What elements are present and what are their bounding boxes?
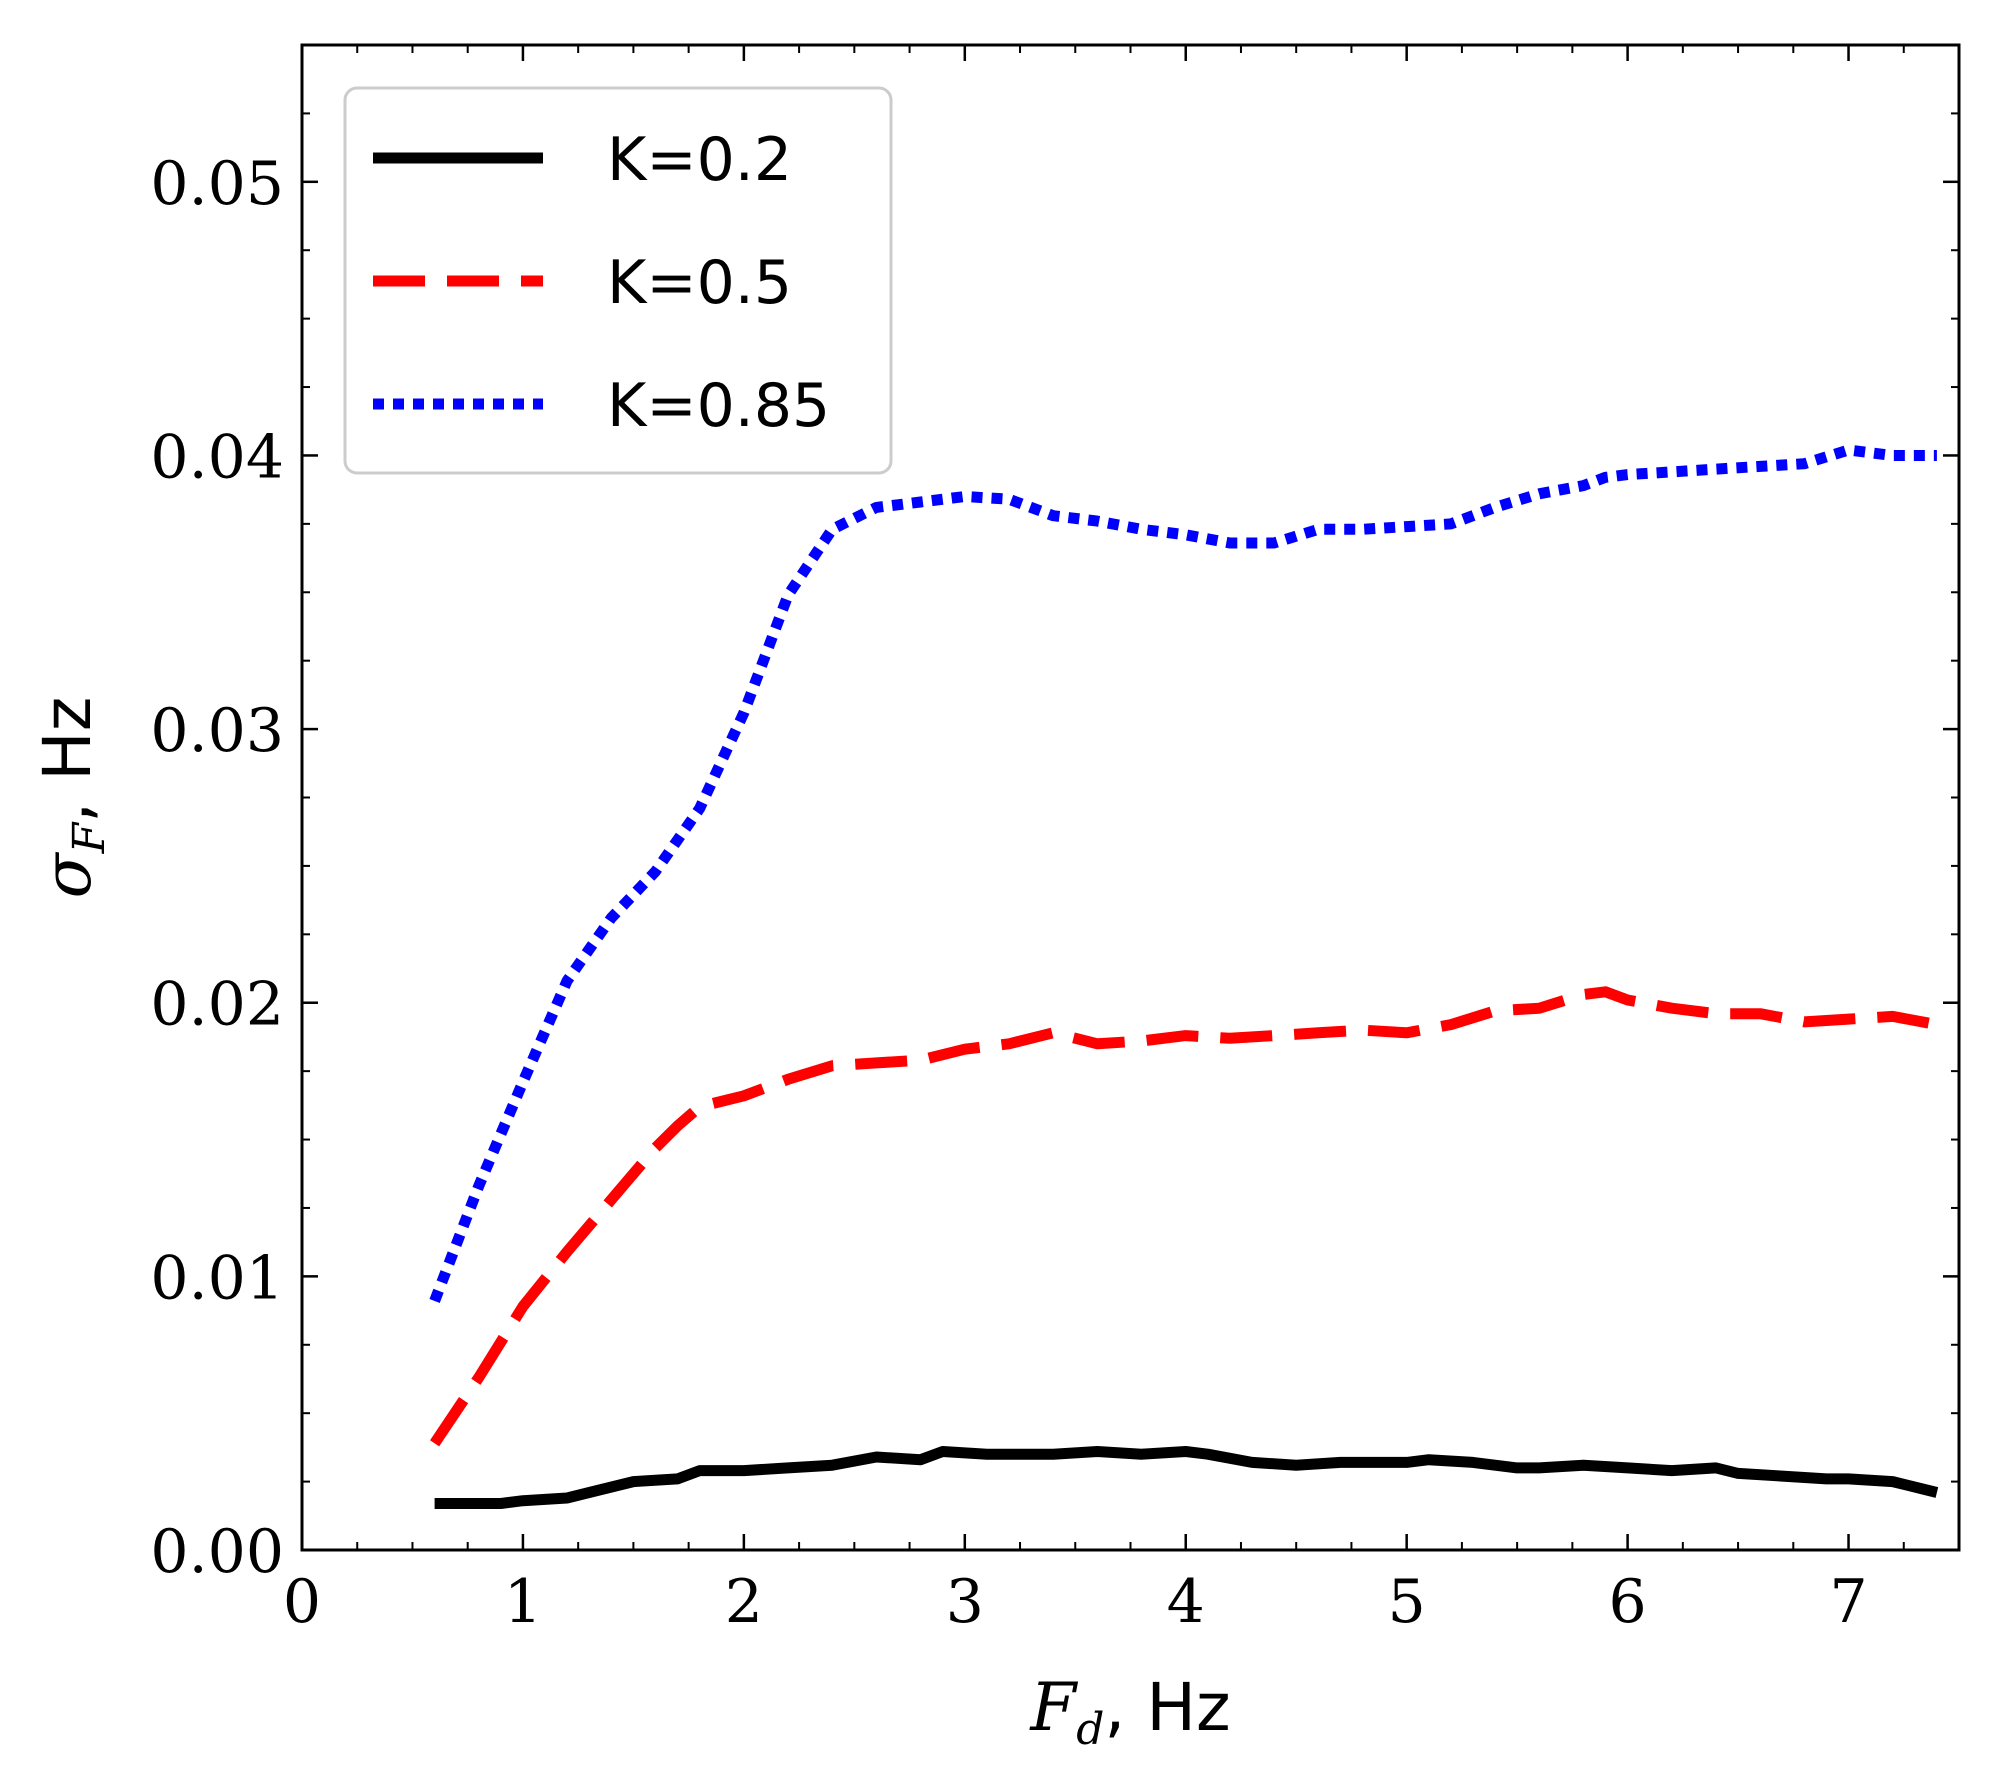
x-tick-label: 3 [946, 1567, 984, 1637]
y-axis-label-subscript: F [64, 821, 115, 854]
legend: K=0.2 K=0.5 K=0.85 [343, 86, 893, 475]
y-axis-label: σF, Hz [29, 697, 115, 899]
y-tick-label: 0.01 [150, 1243, 284, 1313]
x-axis-label-symbol: F [1029, 1669, 1078, 1746]
series-line-k-0-85 [429, 444, 1937, 1303]
x-tick-label: 1 [504, 1567, 542, 1637]
axis-labels: Fd, Hz σF, Hz [29, 697, 1231, 1755]
y-axis-label-symbol: σ [29, 851, 106, 898]
x-tick-label: 5 [1388, 1567, 1426, 1637]
x-tick-label: 2 [725, 1567, 763, 1637]
y-tick-label: 0.03 [150, 696, 284, 766]
series-layer [429, 444, 1939, 1509]
x-tick-label: 0 [283, 1567, 321, 1637]
y-axis-label-unit: , Hz [29, 697, 106, 823]
x-axis-label-unit: , Hz [1104, 1669, 1230, 1746]
x-axis-label: Fd, Hz [1029, 1669, 1230, 1755]
x-tick-label: 7 [1829, 1567, 1867, 1637]
legend-box [343, 86, 893, 475]
y-tick-label: 0.05 [150, 149, 284, 219]
series-line-k-0-2 [434, 1446, 1939, 1509]
series-line-k-0-5 [430, 986, 1938, 1447]
x-tick-label: 4 [1167, 1567, 1205, 1637]
plot-frame [300, 43, 1961, 1552]
legend-label: K=0.85 [607, 371, 830, 441]
legend-label: K=0.2 [607, 125, 792, 195]
y-tick-label: 0.02 [150, 970, 284, 1040]
y-tick-label: 0.00 [150, 1517, 284, 1587]
y-tick-label: 0.04 [150, 422, 284, 492]
x-tick-label: 6 [1609, 1567, 1647, 1637]
x-axis-label-subscript: d [1076, 1704, 1104, 1755]
legend-label: K=0.5 [607, 248, 792, 318]
